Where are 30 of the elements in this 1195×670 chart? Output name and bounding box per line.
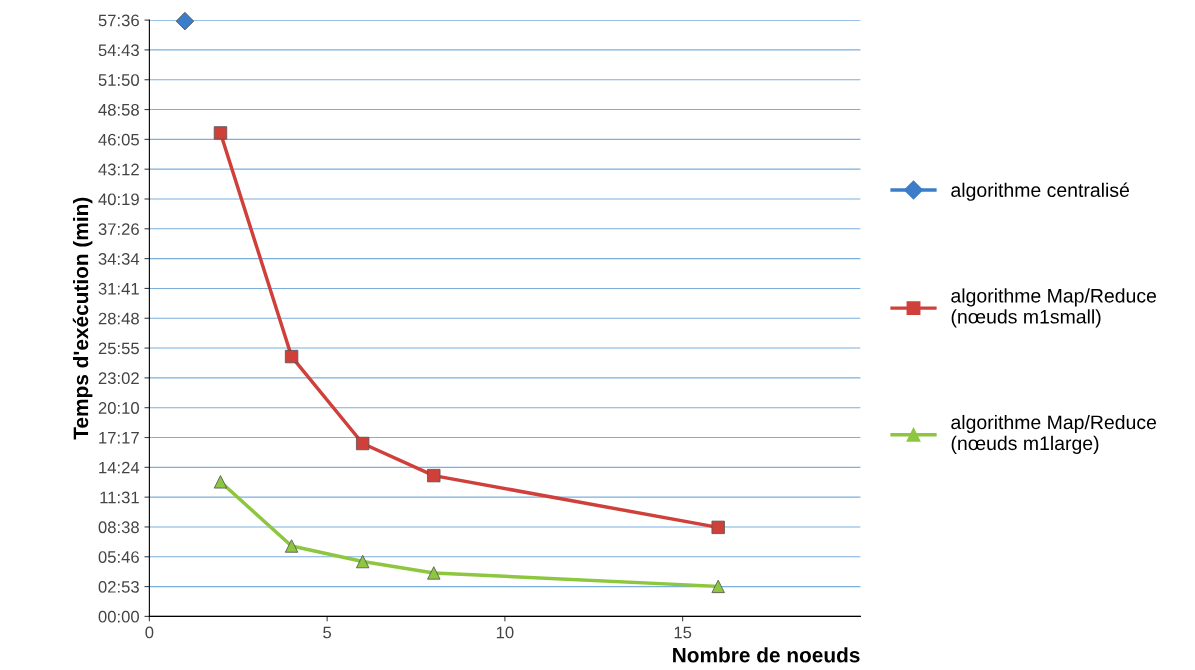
y-tick-label: 14:24 — [99, 461, 140, 474]
x-tick-label: 15 — [674, 626, 692, 639]
y-axis-title: Temps d'exécution (min) — [72, 197, 93, 440]
y-tick-label: 40:19 — [98, 193, 139, 206]
y-tick-label: 08:38 — [98, 521, 139, 534]
y-tick-label: 43:12 — [98, 163, 139, 176]
x-tick-label: 0 — [145, 626, 154, 639]
y-tick-label: 37:26 — [98, 223, 139, 236]
y-tick-label: 51:50 — [98, 74, 139, 86]
legend-label: algorithme Map/Reduce (nœuds m1small) — [951, 288, 1157, 328]
legend-label: algorithme centralisé — [951, 182, 1129, 201]
y-tick-label: 28:48 — [98, 312, 139, 325]
y-tick-label: 46:05 — [98, 133, 139, 146]
y-tick-label: 23:02 — [98, 372, 139, 385]
y-tick-label: 17:17 — [99, 432, 139, 444]
y-tick-label: 25:55 — [98, 342, 139, 355]
y-tick-label: 20:10 — [98, 402, 139, 414]
x-tick-label: 10 — [496, 626, 514, 639]
y-tick-label: 31:41 — [98, 282, 139, 295]
y-tick-label: 02:53 — [98, 580, 139, 593]
y-tick-label: 00:00 — [98, 610, 139, 623]
y-tick-label: 11:31 — [100, 491, 139, 504]
x-axis-title: Nombre de noeuds — [673, 647, 860, 663]
legend-label: algorithme Map/Reduce (nœuds m1large) — [951, 414, 1157, 454]
y-tick-label: 57:36 — [98, 14, 139, 27]
y-tick-label: 05:46 — [98, 551, 139, 563]
y-tick-label: 54:43 — [98, 44, 139, 57]
x-tick-label: 5 — [323, 626, 332, 639]
y-tick-label: 48:58 — [98, 103, 139, 116]
y-tick-label: 34:34 — [98, 253, 140, 265]
